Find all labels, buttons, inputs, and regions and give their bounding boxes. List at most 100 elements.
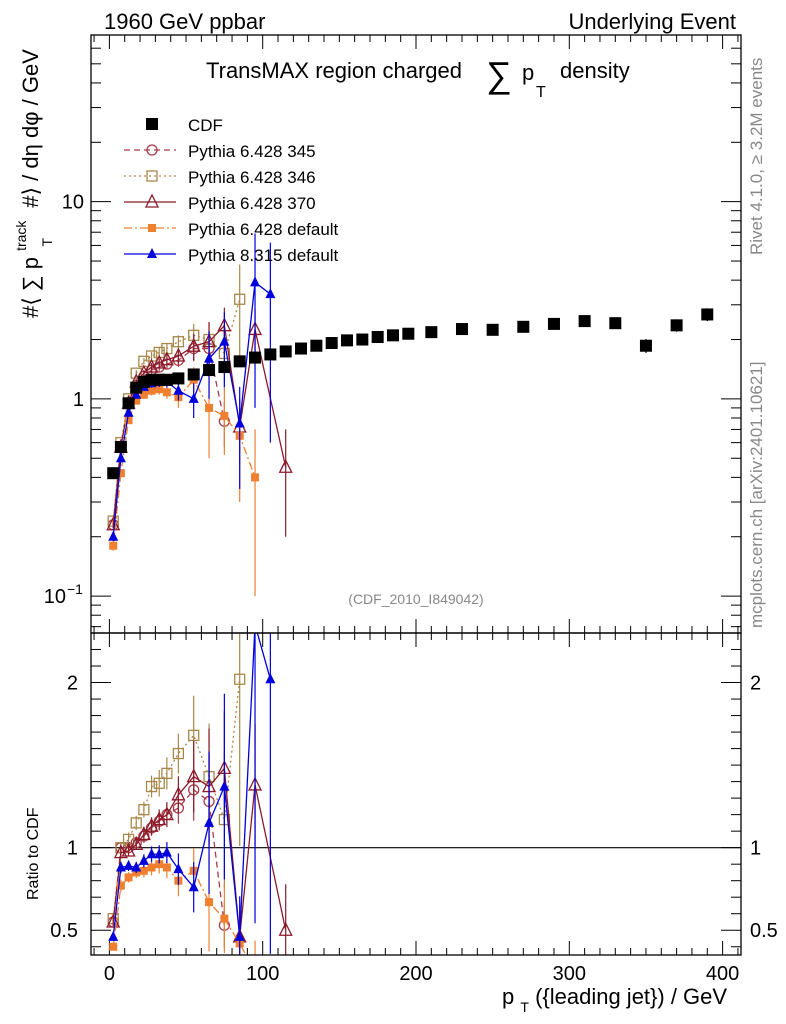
series-cdf bbox=[107, 308, 714, 480]
point-cdf bbox=[107, 467, 120, 480]
ratio-point-pythia-8-315-default bbox=[265, 673, 276, 684]
ratio-point-pythia-6-428-default bbox=[109, 942, 118, 951]
ratio-point-pythia-6-428-370 bbox=[129, 835, 144, 851]
ratio-point-pythia-6-428-default bbox=[124, 873, 133, 882]
xlabel-p: p bbox=[502, 984, 514, 1009]
legend-marker-pythia-6-428-345 bbox=[146, 144, 158, 156]
ratio-point-pythia-8-315-default bbox=[146, 848, 157, 859]
title-p: p bbox=[522, 60, 534, 85]
point-pythia-8-315-default bbox=[204, 352, 215, 363]
ratio-line-pythia-6-428-370 bbox=[112, 766, 287, 937]
point-cdf bbox=[701, 308, 714, 321]
ylabel-end: #⟩ / dη dφ / GeV bbox=[18, 49, 43, 208]
ratio-point-pythia-6-428-346 bbox=[145, 780, 158, 793]
point-pythia-8-315-default bbox=[250, 276, 261, 287]
y-tick-label: 10 bbox=[44, 586, 66, 608]
legend-label-cdf: CDF bbox=[188, 116, 223, 135]
ratio-frame bbox=[90, 632, 742, 956]
ratio-y-label: Ratio to CDF bbox=[25, 807, 42, 900]
series-main bbox=[106, 233, 714, 597]
point-cdf bbox=[486, 323, 499, 336]
point-pythia-8-315-default bbox=[234, 417, 245, 428]
legend-label-pythia-6-428-370: Pythia 6.428 370 bbox=[188, 194, 316, 213]
point-pythia-6-428-370 bbox=[159, 351, 174, 366]
ratio-point-pythia-8-315-default bbox=[250, 619, 260, 629]
legend-label-pythia-6-428-default: Pythia 6.428 default bbox=[188, 220, 339, 239]
ratio-series-pythia-8-315-default bbox=[108, 619, 276, 955]
point-pythia-8-315-default bbox=[188, 392, 199, 403]
ratio-point-pythia-8-315-default bbox=[115, 861, 126, 872]
ratio-point-pythia-8-315-default bbox=[154, 848, 165, 859]
point-pythia-6-428-default bbox=[251, 473, 260, 482]
ratio-point-pythia-8-315-default bbox=[234, 930, 245, 941]
ratio-point-pythia-6-428-346 bbox=[138, 804, 150, 816]
ratio-tick-label-right: 2 bbox=[750, 673, 761, 695]
point-pythia-6-428-default bbox=[116, 469, 125, 478]
ratio-point-pythia-6-428-370 bbox=[136, 826, 151, 841]
ratio-point-pythia-6-428-default bbox=[220, 914, 229, 923]
ratio-point-pythia-6-428-346 bbox=[188, 729, 200, 742]
mcplots-label: mcplots.cern.ch [arXiv:2401.10621] bbox=[747, 362, 766, 628]
point-pythia-6-428-370 bbox=[106, 516, 121, 531]
xlabel-sub: T bbox=[520, 999, 529, 1015]
x-axis-label: p T ({leading jet}) / GeV bbox=[502, 984, 727, 1017]
point-pythia-6-428-default bbox=[139, 390, 148, 399]
point-pythia-8-315-default bbox=[265, 288, 276, 299]
point-pythia-8-315-default bbox=[173, 384, 184, 395]
ratio-point-pythia-8-315-default bbox=[161, 846, 172, 857]
xlabel-rest: ({leading jet}) / GeV bbox=[535, 984, 727, 1009]
point-pythia-6-428-370 bbox=[171, 347, 186, 362]
point-pythia-8-315-default bbox=[219, 335, 230, 346]
legend-marker-cdf bbox=[146, 118, 158, 130]
point-pythia-8-315-default bbox=[115, 452, 126, 463]
title-prefix: TransMAX region charged bbox=[206, 58, 462, 83]
point-pythia-6-428-default bbox=[162, 388, 171, 397]
point-cdf bbox=[425, 326, 438, 339]
point-cdf bbox=[578, 315, 591, 328]
ratio-point-pythia-8-315-default bbox=[138, 854, 149, 865]
ratio-point-pythia-8-315-default bbox=[204, 816, 215, 827]
ratio-tick-label-right: 1 bbox=[750, 838, 761, 860]
ratio-series-pythia-6-428-370 bbox=[106, 711, 293, 955]
point-pythia-8-315-default bbox=[131, 388, 142, 399]
title-suffix: density bbox=[560, 58, 630, 83]
series-line-pythia-8-315-default bbox=[112, 281, 271, 537]
x-tick-label: 0 bbox=[104, 963, 115, 985]
x-tick-label: 300 bbox=[553, 963, 586, 985]
ratio-point-pythia-6-428-default bbox=[116, 881, 125, 890]
y-tick-label: 10 bbox=[62, 192, 84, 214]
point-cdf bbox=[187, 368, 200, 381]
chart-title: TransMAX region charged ∑ p T density bbox=[206, 54, 630, 101]
point-cdf bbox=[609, 317, 622, 330]
point-cdf bbox=[517, 320, 530, 333]
ratio-point-pythia-6-428-370 bbox=[186, 768, 201, 783]
ylabel-start: #⟨ ∑ p bbox=[18, 257, 43, 318]
ratio-point-pythia-6-428-default bbox=[147, 863, 156, 872]
y-axis-label: #⟨ ∑ p track T #⟩ / dη dφ / GeV bbox=[6, 49, 57, 318]
ratio-point-pythia-8-315-default bbox=[123, 859, 134, 870]
point-cdf bbox=[233, 355, 246, 368]
ratio-point-pythia-6-428-370 bbox=[152, 811, 167, 826]
point-cdf bbox=[670, 319, 683, 332]
ratio-point-pythia-6-428-346 bbox=[130, 817, 142, 829]
analysis-id: (CDF_2010_I849042) bbox=[348, 591, 483, 607]
point-pythia-6-428-default bbox=[155, 385, 164, 394]
point-cdf bbox=[387, 329, 400, 342]
series-line-pythia-6-428-346 bbox=[112, 299, 241, 522]
ratio-tick-label: 2 bbox=[67, 673, 78, 695]
point-cdf bbox=[264, 348, 277, 361]
x-tick-label: 100 bbox=[246, 963, 279, 985]
ratio-point-pythia-8-315-default bbox=[219, 780, 230, 791]
ratio-point-pythia-6-428-370 bbox=[113, 844, 128, 859]
point-cdf bbox=[279, 345, 292, 358]
point-cdf bbox=[455, 323, 468, 336]
ratio-tick-label: 0.5 bbox=[50, 920, 78, 942]
legend-marker-pythia-6-428-370 bbox=[144, 193, 160, 208]
ratio-point-pythia-6-428-346 bbox=[172, 747, 185, 760]
point-cdf bbox=[172, 372, 185, 385]
series-pythia-6-428-370 bbox=[106, 307, 293, 537]
ylabel-sub: T bbox=[39, 237, 55, 246]
point-pythia-6-428-346 bbox=[130, 367, 142, 379]
ratio-point-pythia-6-428-default bbox=[139, 866, 148, 875]
